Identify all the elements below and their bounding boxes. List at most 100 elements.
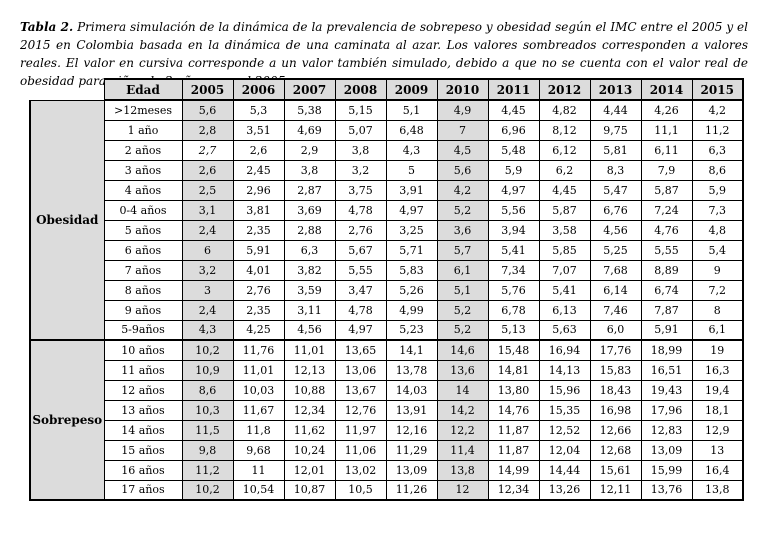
value-cell: 3,2 [334, 159, 387, 181]
value-cell: 8,6 [691, 159, 744, 181]
value-cell: 6,3 [283, 239, 336, 261]
value-cell: 2,88 [283, 219, 336, 241]
value-cell: 3,58 [538, 219, 591, 241]
value-cell: 11,1 [640, 119, 693, 141]
value-cell: 3,81 [232, 199, 285, 221]
value-cell: 5,56 [487, 199, 540, 221]
value-cell: 11,26 [385, 479, 438, 501]
value-cell: 6,3 [691, 139, 744, 161]
value-cell: 2,5 [181, 179, 234, 201]
value-cell: 13,09 [640, 439, 693, 461]
table-header-row: Edad 2005 2006 2007 2008 2009 2010 2011 2012 2013… [30, 78, 744, 101]
value-cell: 3 [181, 279, 234, 301]
value-cell: 12,52 [538, 419, 591, 441]
value-cell: 3,75 [334, 179, 387, 201]
value-cell: 4,82 [538, 99, 591, 121]
value-cell: 8,3 [589, 159, 642, 181]
value-cell: 6,48 [385, 119, 438, 141]
row-label-edad: 3 años [103, 159, 183, 181]
value-cell: 4,3 [385, 139, 438, 161]
value-cell: 9,8 [181, 439, 234, 461]
value-cell: 5,38 [283, 99, 336, 121]
value-cell: 4,97 [487, 179, 540, 201]
value-cell: 18,99 [640, 339, 693, 361]
value-cell: 14,76 [487, 399, 540, 421]
value-cell: 6,11 [640, 139, 693, 161]
value-cell: 14,13 [538, 359, 591, 381]
value-cell: 5,9 [691, 179, 744, 201]
row-label-edad: 9 años [103, 299, 183, 321]
value-cell: 5,48 [487, 139, 540, 161]
value-cell: 11,62 [283, 419, 336, 441]
value-cell: 3,51 [232, 119, 285, 141]
row-label-edad: 15 años [103, 439, 183, 461]
value-cell: 5,87 [538, 199, 591, 221]
value-cell: 5,41 [487, 239, 540, 261]
value-cell: 5,76 [487, 279, 540, 301]
value-cell: 7,87 [640, 299, 693, 321]
value-cell: 5,23 [385, 319, 438, 341]
value-cell: 3,94 [487, 219, 540, 241]
table-row: 11 años 10,9 11,01 12,13 13,06 13,78 13,6 14,81… [30, 359, 744, 381]
row-label-edad: 2 años [103, 139, 183, 161]
section-label-obesidad: Obesidad [29, 99, 105, 341]
value-cell: 13,67 [334, 379, 387, 401]
value-cell: 14,6 [436, 339, 489, 361]
value-cell: 5 [385, 159, 438, 181]
table-row: 16 años 11,2 11 12,01 13,02 13,09 13,8 14,99 14,… [30, 459, 744, 481]
value-cell: 13,26 [538, 479, 591, 501]
value-cell: 6 [181, 239, 234, 261]
value-cell: 11,97 [334, 419, 387, 441]
value-cell: 4,8 [691, 219, 744, 241]
row-label-edad: >12meses [103, 99, 183, 121]
value-cell: 7,68 [589, 259, 642, 281]
year-column-header-2013: 2013 [589, 78, 642, 101]
value-cell: 6,1 [436, 259, 489, 281]
table-caption: Tabla 2. Primera simulación de la dinámi… [20, 18, 748, 90]
value-cell: 11 [232, 459, 285, 481]
value-cell: 3,25 [385, 219, 438, 241]
value-cell: 7 [436, 119, 489, 141]
value-cell: 10,54 [232, 479, 285, 501]
year-column-header-2011: 2011 [487, 78, 540, 101]
table-row: 15 años 9,8 9,68 10,24 11,06 11,29 11,4 11,87 12… [30, 439, 744, 461]
value-cell: 14,1 [385, 339, 438, 361]
value-cell: 5,63 [538, 319, 591, 341]
value-cell: 3,11 [283, 299, 336, 321]
value-cell: 8 [691, 299, 744, 321]
value-cell: 11,06 [334, 439, 387, 461]
value-cell: 10,2 [181, 479, 234, 501]
row-label-edad: 5-9años [103, 319, 183, 341]
value-cell: 12,68 [589, 439, 642, 461]
value-cell: 11,4 [436, 439, 489, 461]
value-cell: 7,3 [691, 199, 744, 221]
value-cell: 4,97 [385, 199, 438, 221]
value-cell: 15,99 [640, 459, 693, 481]
value-cell: 13,6 [436, 359, 489, 381]
value-cell: 5,2 [436, 199, 489, 221]
value-cell: 12,83 [640, 419, 693, 441]
row-label-edad: 1 año [103, 119, 183, 141]
value-cell: 13,65 [334, 339, 387, 361]
value-cell: 13,80 [487, 379, 540, 401]
value-cell: 11,76 [232, 339, 285, 361]
year-column-header-2007: 2007 [283, 78, 336, 101]
value-cell: 13,78 [385, 359, 438, 381]
edad-column-header: Edad [103, 78, 183, 101]
value-cell: 7,24 [640, 199, 693, 221]
table-row: 5-9años 4,3 4,25 4,56 4,97 5,23 5,2 5,13 5,63 6,0… [30, 319, 744, 341]
value-cell: 4,2 [436, 179, 489, 201]
value-cell: 2,6 [181, 159, 234, 181]
value-cell: 5,87 [640, 179, 693, 201]
value-cell: 4,78 [334, 299, 387, 321]
table-row: 8 años 3 2,76 3,59 3,47 5,26 5,1 5,76 5,41 6,14 6,… [30, 279, 744, 301]
value-cell: 2,7 [181, 139, 234, 161]
value-cell: 7,9 [640, 159, 693, 181]
value-cell: 5,91 [232, 239, 285, 261]
value-cell: 2,87 [283, 179, 336, 201]
value-cell: 10,5 [334, 479, 387, 501]
value-cell: 11,01 [283, 339, 336, 361]
year-column-header-2005: 2005 [181, 78, 234, 101]
value-cell: 14,2 [436, 399, 489, 421]
